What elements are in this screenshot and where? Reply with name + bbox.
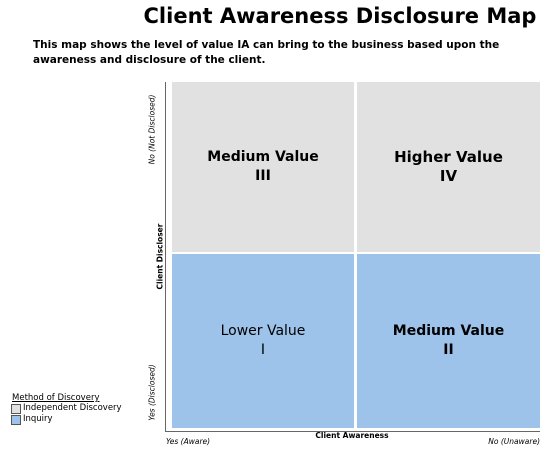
quadrant: Higher Value IV [357, 82, 540, 252]
title: Client Awareness Disclosure Map [143, 4, 537, 28]
y-axis-title: Client Discloser [155, 223, 165, 290]
legend-swatch [11, 415, 21, 425]
legend-swatch [11, 404, 21, 414]
quadrant: Medium Value III [172, 82, 354, 252]
quadrant-label: Medium Value [207, 149, 319, 165]
y-axis-top-label: No (Not Disclosed) [147, 94, 157, 165]
quadrant: Lower Value I [172, 254, 354, 428]
x-axis-right-label: No (Unaware) [488, 437, 540, 446]
x-axis-line [165, 431, 540, 432]
quadrant-label: Lower Value [220, 323, 306, 339]
quadrant-label: Medium Value [392, 323, 505, 339]
quadrant-label: Higher Value [394, 148, 503, 166]
legend-item: Inquiry [23, 414, 53, 424]
y-axis-bottom-label: Yes (Disclosed) [147, 364, 157, 421]
legend-title: Method of Discovery [12, 393, 100, 403]
quadrant-numeral: IV [439, 167, 458, 185]
quadrant-numeral: III [255, 168, 271, 184]
subtitle: This map shows the level of value IA can… [33, 39, 500, 66]
legend-item: Independent Discovery [23, 403, 122, 413]
quadrant: Medium Value II [357, 254, 540, 428]
x-axis-left-label: Yes (Aware) [166, 437, 211, 446]
y-axis-line [165, 82, 166, 432]
quadrant-numeral: II [443, 342, 454, 358]
x-axis-title: Client Awareness [315, 431, 389, 440]
quadrant-numeral: I [260, 342, 266, 358]
